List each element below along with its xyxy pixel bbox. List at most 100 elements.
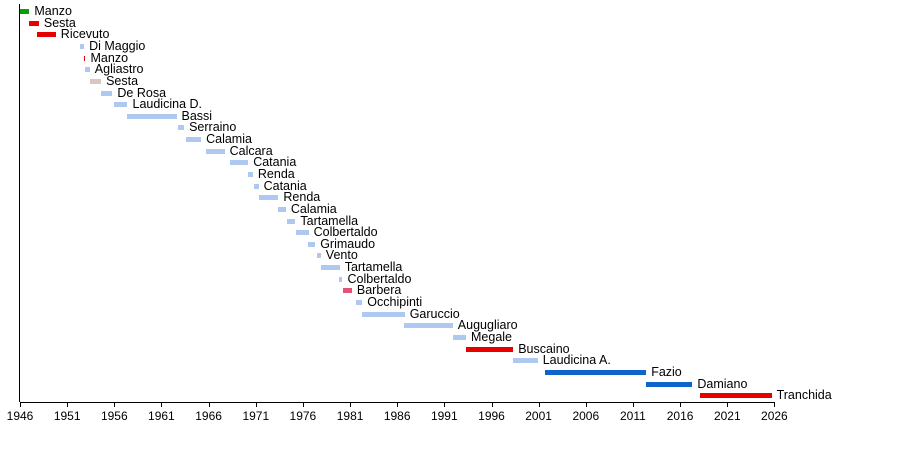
bar-label: Augugliaro — [457, 318, 518, 333]
bar-label: Catania — [263, 178, 307, 193]
bar-label: Tartamella — [300, 213, 359, 228]
timeline-bar — [452, 334, 466, 340]
x-axis-tick-label: 2006 — [572, 409, 600, 423]
x-axis-tick — [161, 402, 163, 407]
x-axis-tick-label: 2011 — [619, 409, 646, 423]
bar-label: Renda — [257, 167, 295, 181]
timeline-bar — [178, 125, 185, 131]
bar-label: Renda — [283, 190, 321, 205]
timeline-bar — [253, 183, 259, 189]
bar-label: Garuccio — [409, 306, 460, 321]
x-axis-tick — [67, 402, 69, 407]
x-axis-tick — [491, 402, 493, 407]
timeline-bar — [230, 160, 249, 166]
bar-label: Laudicina D. — [132, 97, 203, 112]
bar-label: Tartamella — [344, 260, 403, 275]
timeline-bar — [466, 346, 514, 352]
bar-label: Megale — [471, 329, 512, 344]
x-axis-tick-label: 2021 — [713, 409, 741, 423]
bar-label: Agliastro — [94, 62, 144, 77]
x-axis-tick — [255, 402, 257, 407]
x-axis-tick — [350, 402, 352, 407]
timeline-bar — [186, 137, 202, 142]
timeline-bar — [205, 148, 225, 154]
x-axis-tick-label: 1991 — [430, 409, 458, 423]
x-axis-tick-label: 1961 — [148, 409, 175, 423]
timeline-bar — [545, 369, 647, 375]
x-axis-tick — [114, 402, 116, 407]
bar-label: Colbertaldo — [313, 225, 378, 240]
x-axis-tick-label: 1966 — [195, 409, 222, 423]
timeline-bar — [646, 381, 693, 387]
timeline-bar — [317, 253, 321, 259]
x-axis-tick-label: 1976 — [289, 409, 317, 423]
timeline-bar — [338, 276, 343, 282]
bar-label: Sesta — [106, 73, 139, 88]
timeline-bar — [296, 230, 309, 236]
timeline-bar — [307, 241, 316, 247]
x-axis-tick-label: 1956 — [100, 409, 128, 423]
bar-label: Serraino — [189, 120, 237, 135]
timeline-bar — [403, 323, 453, 329]
bar-label: Occhipinti — [367, 295, 423, 309]
x-axis-tick — [538, 402, 540, 407]
x-axis-tick-label: 1951 — [53, 409, 81, 423]
x-axis-tick-label: 1981 — [336, 409, 364, 423]
timeline-bar — [342, 288, 352, 294]
timeline-bar — [84, 55, 86, 61]
timeline-bar — [355, 300, 363, 305]
x-axis-tick — [774, 402, 776, 407]
bar-label: De Rosa — [117, 85, 167, 100]
bar-label: Ricevuto — [60, 27, 110, 42]
bar-label: Colbertaldo — [347, 271, 412, 286]
x-axis-tick — [680, 402, 682, 407]
timeline-bar — [101, 90, 113, 96]
bar-label: Grimaudo — [320, 236, 376, 251]
bar-label: Catania — [253, 155, 297, 170]
timeline-bar — [278, 206, 286, 212]
x-axis-tick-label: 1946 — [6, 409, 34, 423]
x-axis-tick-label: 2016 — [666, 409, 694, 423]
bar-label: Tranchida — [776, 388, 832, 403]
bar-label: Di Maggio — [89, 38, 146, 53]
x-axis-tick — [632, 402, 634, 407]
x-axis-tick — [444, 402, 446, 407]
bar-label: Buscaino — [518, 341, 570, 356]
x-axis-tick — [302, 402, 304, 407]
timeline-bar — [258, 195, 279, 201]
x-axis-tick — [585, 402, 587, 407]
x-axis-tick-label: 2001 — [525, 409, 552, 423]
timeline-bar — [29, 20, 39, 26]
x-axis-tick — [208, 402, 210, 407]
timeline-bar — [37, 32, 56, 38]
timeline-bar — [362, 311, 405, 317]
bar-label: Laudicina A. — [542, 353, 611, 368]
timeline-bar — [699, 393, 772, 399]
bar-label: Fazio — [651, 364, 682, 379]
timeline-bar — [20, 9, 30, 14]
x-axis-tick — [20, 402, 21, 407]
y-axis-line — [19, 4, 20, 402]
bar-label: Calamia — [206, 132, 252, 146]
timeline-bar — [126, 113, 177, 119]
bar-label: Damiano — [697, 376, 748, 391]
bar-label: Manzo — [34, 4, 72, 18]
bar-label: Calcara — [229, 143, 273, 158]
bar-label: Calamia — [290, 201, 337, 216]
x-axis-tick-label: 2026 — [761, 409, 788, 423]
x-axis-tick — [727, 402, 729, 407]
bar-label: Bassi — [181, 108, 213, 123]
bar-label: Vento — [325, 248, 358, 263]
timeline-bar — [286, 218, 296, 224]
x-axis-tick-label: 1986 — [383, 409, 411, 423]
x-axis-tick — [397, 402, 399, 407]
bar-label: Sesta — [43, 15, 76, 30]
timeline-bar — [80, 43, 85, 49]
bar-label: Manzo — [90, 50, 129, 65]
timeline-bar — [89, 78, 102, 84]
timeline-bar — [114, 102, 128, 108]
timeline-bar — [513, 358, 538, 364]
x-axis-tick-label: 1996 — [478, 409, 505, 423]
